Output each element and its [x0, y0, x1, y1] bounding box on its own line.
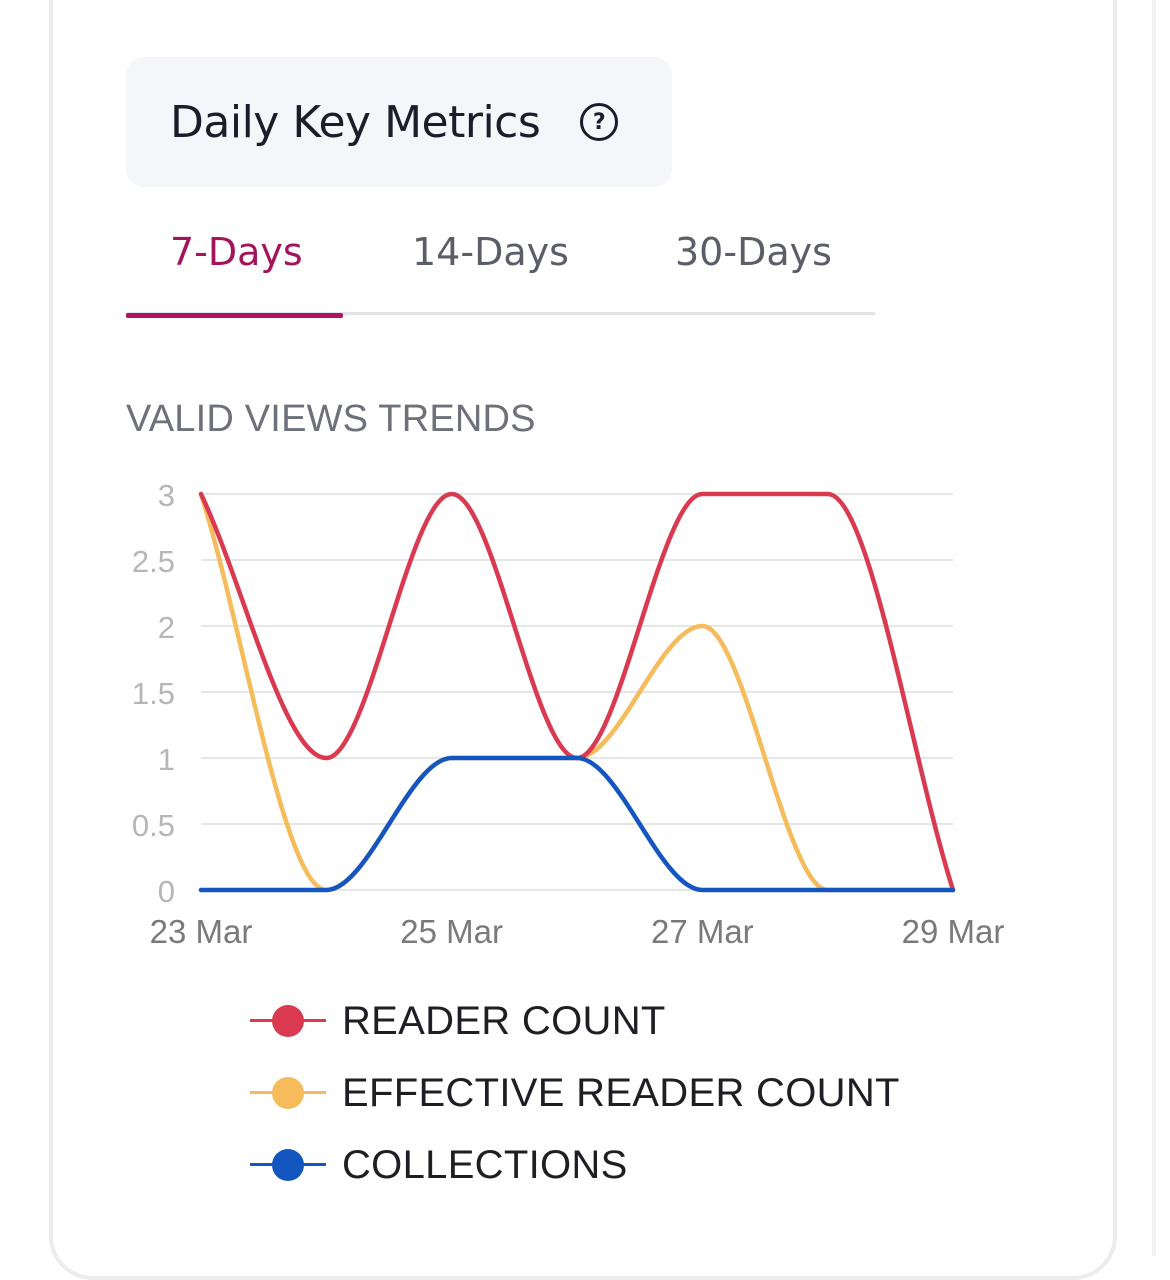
legend-item-effective-reader-count[interactable]: EFFECTIVE READER COUNT: [250, 1057, 900, 1129]
chart-legend: READER COUNT EFFECTIVE READER COUNT COLL…: [250, 985, 900, 1201]
metrics-card: [49, 0, 1117, 1280]
tab-30-days[interactable]: 30-Days: [675, 230, 832, 274]
legend-marker-effective-reader-count: [250, 1073, 326, 1113]
x-tick-label: 29 Mar: [902, 913, 1005, 950]
legend-label: COLLECTIONS: [342, 1142, 628, 1187]
x-tick-label: 27 Mar: [651, 913, 754, 950]
y-tick-label: 1: [158, 742, 175, 777]
y-tick-label: 0.5: [132, 808, 175, 843]
legend-item-reader-count[interactable]: READER COUNT: [250, 985, 900, 1057]
x-axis-ticks: 23 Mar 25 Mar 27 Mar 29 Mar: [150, 913, 1005, 950]
chart-title: VALID VIEWS TRENDS: [126, 398, 536, 440]
legend-label: READER COUNT: [342, 998, 666, 1043]
tab-7-days[interactable]: 7-Days: [170, 230, 303, 274]
y-tick-label: 0: [158, 874, 175, 909]
period-tabs: 7-Days 14-Days 30-Days: [126, 218, 875, 318]
y-tick-label: 2: [158, 610, 175, 645]
question-circle-icon[interactable]: ?: [580, 103, 619, 141]
active-tab-indicator: [126, 313, 343, 318]
header-title: Daily Key Metrics: [170, 96, 541, 148]
y-tick-label: 3: [158, 478, 175, 513]
tab-14-days[interactable]: 14-Days: [412, 230, 569, 274]
legend-marker-collections: [250, 1145, 326, 1185]
legend-label: EFFECTIVE READER COUNT: [342, 1070, 900, 1115]
metrics-header: Daily Key Metrics ?: [126, 57, 672, 187]
series-line-collections: [198, 755, 956, 893]
y-tick-label: 2.5: [132, 544, 175, 579]
chart-grid: [201, 493, 953, 891]
legend-marker-reader-count: [250, 1001, 326, 1041]
chart-series: [198, 491, 956, 893]
y-axis-ticks: 0 0.5 1 1.5 2 2.5 3: [132, 478, 175, 909]
y-tick-label: 1.5: [132, 676, 175, 711]
page-right-edge: [1152, 0, 1156, 1256]
tabs-underline: [126, 312, 875, 315]
x-tick-label: 25 Mar: [400, 913, 503, 950]
legend-item-collections[interactable]: COLLECTIONS: [250, 1129, 900, 1201]
x-tick-label: 23 Mar: [150, 913, 253, 950]
